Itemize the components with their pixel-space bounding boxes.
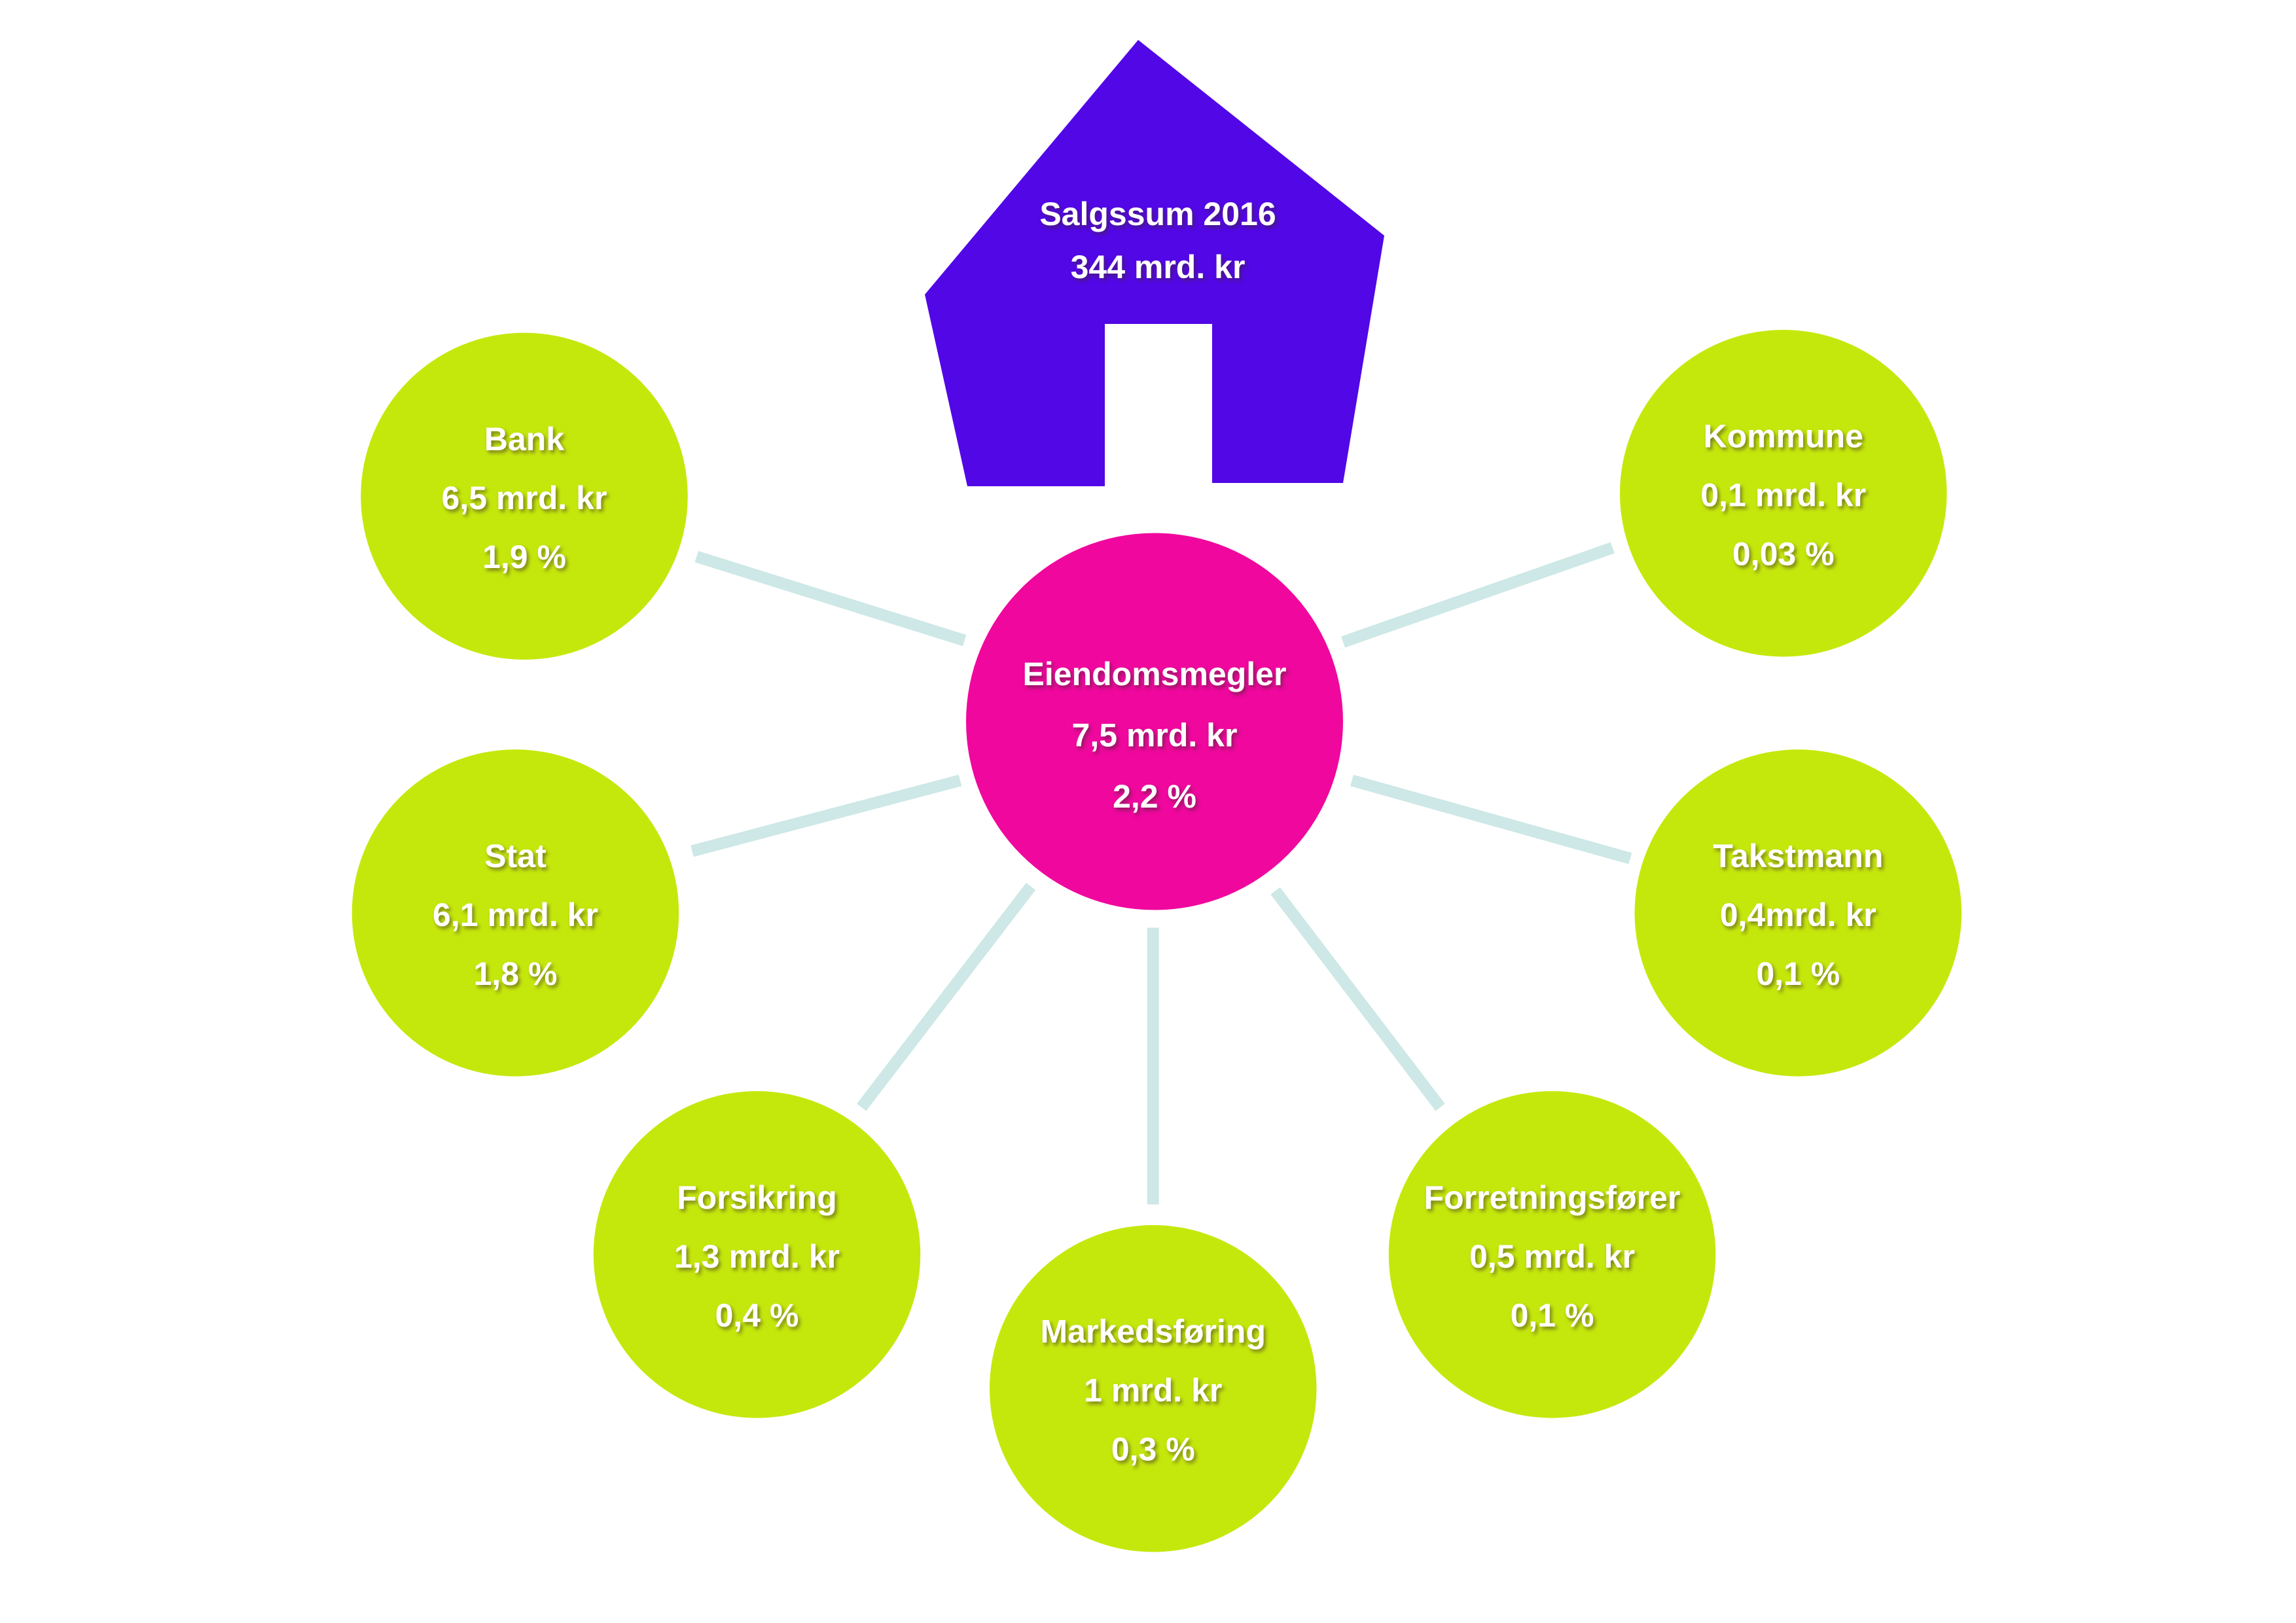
connector: [694, 550, 967, 647]
connector: [857, 883, 1036, 1111]
house-value: 344 mrd. kr: [1071, 249, 1246, 285]
house-title: Salgssum 2016: [1039, 196, 1276, 232]
node-amount: 7,5 mrd. kr: [1072, 717, 1238, 753]
node-amount: 6,1 mrd. kr: [433, 897, 598, 933]
node-amount: 0,1 mrd. kr: [1700, 477, 1866, 514]
node-label: Markedsføring: [1040, 1313, 1266, 1350]
node-circle: [361, 332, 688, 660]
connector: [1270, 887, 1445, 1111]
node: Kommune 0,1 mrd. kr 0,03 %: [1620, 330, 1947, 657]
node-share: 2,2 %: [1113, 778, 1196, 815]
node-label: Kommune: [1704, 418, 1863, 455]
node-label: Takstmann: [1713, 838, 1883, 874]
node-circle: [351, 749, 679, 1077]
connector: [1350, 774, 1632, 865]
center-circle: [966, 533, 1343, 910]
node: Bank 6,5 mrd. kr 1,9 %: [361, 332, 688, 660]
node-label: Stat: [484, 838, 547, 874]
node-share: 0,03 %: [1732, 536, 1835, 573]
node: Forsikring 1,3 mrd. kr 0,4 %: [593, 1091, 921, 1418]
center-node: Eiendomsmegler 7,5 mrd. kr 2,2 %: [966, 533, 1343, 910]
node-share: 1,8 %: [474, 955, 558, 992]
node-circle: [1634, 749, 1962, 1077]
node: Forretningsfører 0,5 mrd. kr 0,1 %: [1388, 1091, 1716, 1418]
node-amount: 1 mrd. kr: [1084, 1372, 1222, 1409]
node-label: Forsikring: [677, 1179, 836, 1216]
node-share: 0,1 %: [1756, 955, 1840, 992]
node-share: 0,3 %: [1111, 1431, 1195, 1468]
node-label: Bank: [484, 421, 564, 457]
node-share: 0,4 %: [715, 1297, 799, 1334]
node-amount: 1,3 mrd. kr: [674, 1238, 840, 1275]
node-amount: 6,5 mrd. kr: [442, 480, 607, 516]
connector: [1341, 542, 1615, 648]
node-circle: [593, 1091, 921, 1418]
node-circle: [990, 1225, 1317, 1552]
node-amount: 0,5 mrd. kr: [1469, 1238, 1635, 1275]
node-circle: [1620, 330, 1947, 657]
node-label: Forretningsfører: [1424, 1179, 1681, 1216]
connectors: [691, 542, 1632, 1205]
node: Markedsføring 1 mrd. kr 0,3 %: [990, 1225, 1317, 1552]
node: Stat 6,1 mrd. kr 1,8 %: [351, 749, 679, 1077]
node-label: Eiendomsmegler: [1023, 656, 1287, 692]
node-amount: 0,4mrd. kr: [1720, 897, 1876, 933]
node-share: 0,1 %: [1511, 1297, 1594, 1334]
nodes: Bank 6,5 mrd. kr 1,9 % Kommune 0,1 mrd. kr 0,…: [351, 330, 1962, 1552]
house-shape: [925, 40, 1384, 486]
connector: [691, 774, 962, 857]
node: Takstmann 0,4mrd. kr 0,1 %: [1634, 749, 1962, 1077]
node-share: 1,9 %: [482, 539, 566, 575]
node-circle: [1388, 1091, 1716, 1418]
